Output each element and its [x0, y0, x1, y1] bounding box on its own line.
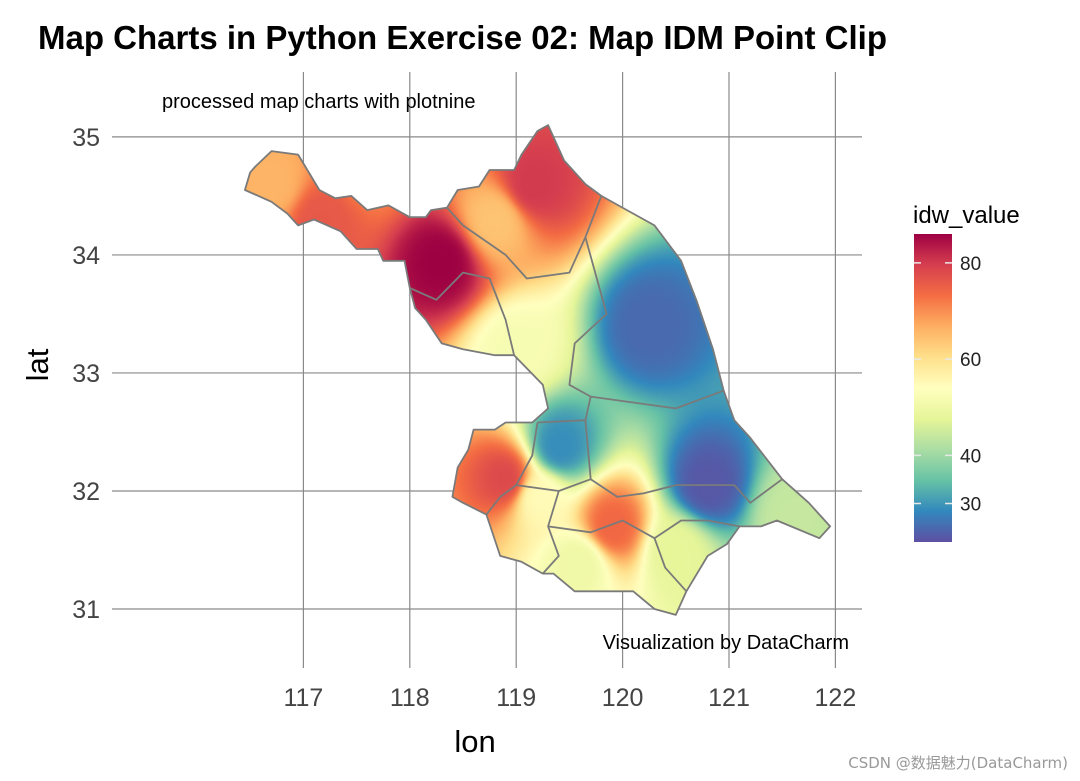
city-border — [547, 519, 688, 592]
y-tick-label: 31 — [72, 596, 100, 624]
chart-caption: Visualization by DataCharm — [603, 632, 849, 654]
city-border — [584, 420, 783, 504]
y-tick-label: 34 — [72, 242, 100, 270]
legend-tick-label: 30 — [960, 495, 981, 516]
x-axis-title: lon — [454, 724, 495, 759]
legend-colorbar — [914, 234, 952, 542]
x-tick-label: 120 — [602, 684, 644, 712]
watermark: CSDN @数据魅力(DataCharm) — [848, 754, 1068, 772]
city-border — [568, 236, 725, 410]
color-legend: idw_value 30 40 60 80 — [913, 202, 1020, 542]
y-tick-label: 35 — [72, 124, 100, 152]
x-tick-label: 117 — [283, 684, 323, 712]
legend-tick-label: 60 — [960, 350, 981, 371]
city-border — [409, 271, 515, 356]
x-axis-ticks: 117 118 119 120 121 122 — [283, 684, 856, 712]
chart-subtitle: processed map charts with plotnine — [162, 91, 476, 113]
legend-tick-label: 80 — [960, 254, 981, 275]
legend-title: idw_value — [913, 202, 1020, 229]
city-border — [654, 519, 740, 539]
city-border — [542, 490, 560, 575]
province-borders — [244, 124, 831, 616]
chart-title: Map Charts in Python Exercise 02: Map ID… — [38, 19, 887, 56]
y-axis-ticks: 31 32 33 34 35 — [72, 124, 100, 624]
x-tick-label: 119 — [496, 684, 536, 712]
y-axis-title: lat — [20, 348, 55, 381]
x-tick-label: 118 — [390, 684, 430, 712]
legend-ticks: 30 40 60 80 — [914, 254, 981, 516]
y-tick-label: 32 — [72, 478, 100, 506]
legend-tick-label: 40 — [960, 446, 981, 467]
x-tick-label: 121 — [708, 684, 750, 712]
x-tick-label: 122 — [815, 684, 857, 712]
y-tick-label: 33 — [72, 360, 100, 388]
gridlines — [112, 72, 862, 668]
